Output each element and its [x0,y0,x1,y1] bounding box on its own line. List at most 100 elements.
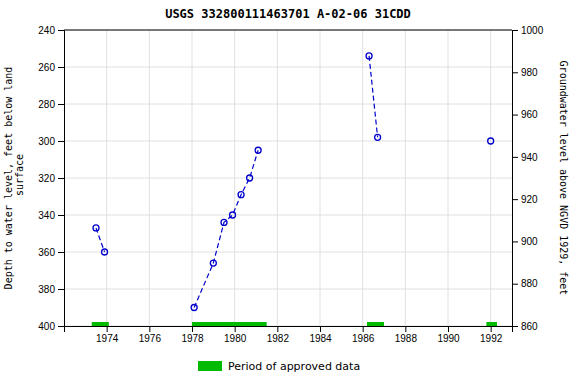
tick: 1986 [352,326,375,344]
marker [375,134,381,140]
tick-mark [58,289,64,290]
tick-mark [512,72,518,73]
series-line [369,56,378,137]
tick-label: 240 [38,25,55,36]
marker [366,53,372,59]
tick-mark [363,326,364,332]
tick: 1978 [181,326,204,344]
tick-label: 1984 [309,333,332,344]
tick-label: 300 [38,136,55,147]
tick-label: 380 [38,284,55,295]
tick-mark [58,178,64,179]
tick-label: 960 [521,109,538,120]
tick: 880 [512,278,538,289]
tick: 260 [38,62,64,73]
tick-label: 340 [38,210,55,221]
tick: 940 [512,152,538,163]
axis-domain [513,31,519,327]
tick-label: 1986 [352,333,375,344]
tick-mark [192,326,193,332]
title: USGS 332800111463701 A-02-06 31CDD [165,7,411,21]
tick: 1000 [512,25,544,36]
tick: 1992 [480,326,503,344]
tick: 300 [38,136,64,147]
tick-mark [448,326,449,332]
approved-bar [192,322,267,326]
tick-label: 260 [38,62,55,73]
legend: Period of approved data [198,360,360,373]
plot: 1974 1976 1978 1980 1982 1984 1986 1988 1990 1992… [38,25,543,344]
marker [238,192,244,198]
grid-line [64,30,512,31]
tick-mark [512,284,518,285]
tick-label: 1974 [96,333,119,344]
tick: 860 [512,321,538,332]
y2-axis-title: Groundwater level above NGVD 1929, feet [558,61,569,296]
tick-mark [58,252,64,253]
marker [102,249,108,255]
tick: 240 [38,25,64,36]
series-line [194,150,258,307]
tick-mark [58,215,64,216]
grid-line [64,67,512,68]
tick: 1982 [267,326,290,344]
tick: 380 [38,284,64,295]
tick: 1980 [224,326,247,344]
series-line [96,228,105,252]
tick-label: 280 [38,99,55,110]
tick: 320 [38,173,64,184]
tick-mark [235,326,236,332]
tick-mark [512,157,518,158]
tick: 1976 [139,326,162,344]
tick-label: 1976 [139,333,162,344]
grid-line [64,141,512,142]
tick-mark [491,326,492,332]
marker [221,219,227,225]
marker [230,212,236,218]
tick: 980 [512,67,538,78]
tick-mark [277,326,278,332]
tick-label: 360 [38,247,55,258]
marker [255,147,261,153]
approved-bar [486,322,497,326]
tick: 280 [38,99,64,110]
tick-label: 980 [521,67,538,78]
tick-label: 1990 [437,333,460,344]
data-layer [92,53,497,326]
approved-bar [92,322,109,326]
tick: 900 [512,236,538,247]
marker [191,305,197,311]
grid-line [64,178,512,179]
grid-line [64,289,512,290]
grid-line [64,104,512,105]
tick-label: 1980 [224,333,247,344]
tick-mark [58,141,64,142]
tick-label: 860 [521,321,538,332]
tick-mark [512,241,518,242]
tick-label: 1000 [521,25,544,36]
tick: 340 [38,210,64,221]
tick-mark [512,326,518,327]
tick-label: 1978 [181,333,204,344]
chart: 1974 1976 1978 1980 1982 1984 1986 1988 1990 1992… [0,0,576,384]
tick-mark [320,326,321,332]
grid [64,30,512,326]
tick: 1990 [437,326,460,344]
tick-mark [58,30,64,31]
y-axis: 240260280300320340360380400 [38,25,64,332]
tick-mark [58,326,64,327]
tick: 360 [38,247,64,258]
axis-domain [65,327,513,333]
tick-mark [405,326,406,332]
tick-label: 1988 [395,333,418,344]
tick-label: 900 [521,236,538,247]
tick-label: 1982 [267,333,290,344]
tick-mark [512,199,518,200]
marker [210,260,216,266]
grid-line [64,215,512,216]
tick-mark [58,104,64,105]
tick: 1988 [395,326,418,344]
tick-mark [149,326,150,332]
tick-mark [107,326,108,332]
marker [247,175,253,181]
